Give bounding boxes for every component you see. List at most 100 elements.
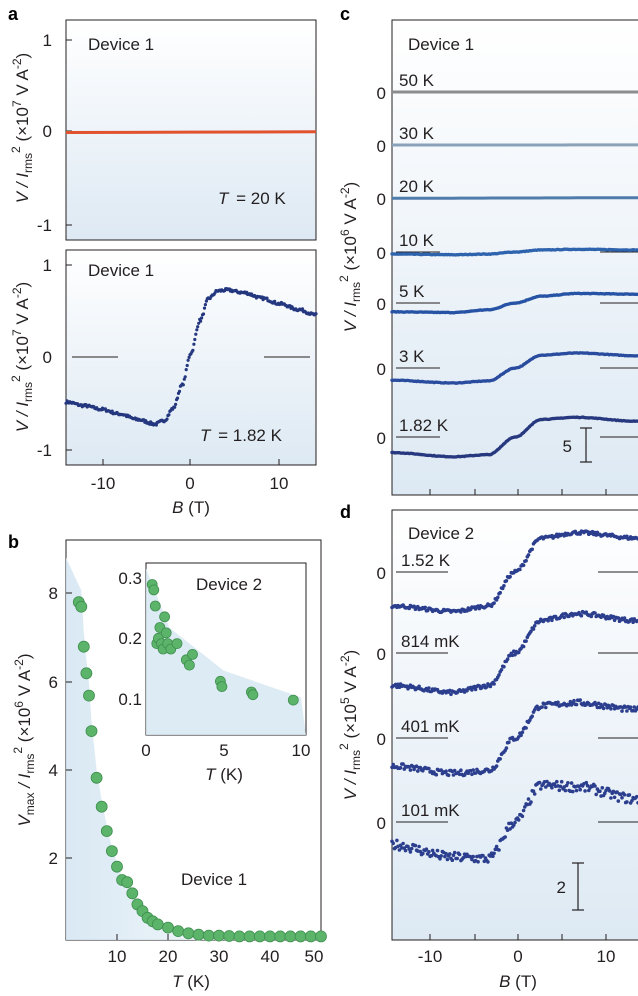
panel-b-inset-xlabel: T (K) [205, 765, 243, 784]
data-point [423, 605, 428, 610]
data-point [531, 627, 536, 631]
data-point-device1 [202, 929, 215, 942]
data-point-device2 [160, 627, 172, 639]
panel-a-bottom-yticks: 1 0 -1 [37, 256, 72, 460]
ytick-b-2: 2 [49, 849, 58, 868]
panel-b-ylabel: Vmax / Irms2 (×106 V A-2) [11, 653, 37, 826]
series-trace [392, 196, 638, 200]
data-point [521, 563, 526, 568]
data-point [452, 850, 457, 855]
data-point [203, 303, 207, 307]
data-point [523, 805, 527, 809]
zero-tick-label: 0 [377, 190, 386, 209]
data-point [628, 705, 633, 709]
data-point [497, 673, 501, 677]
data-point [473, 687, 478, 692]
xtick-b-50: 50 [305, 947, 324, 966]
data-point [593, 611, 597, 615]
data-point [516, 818, 521, 822]
data-point [585, 783, 590, 788]
series-line-20K [65, 130, 317, 134]
data-point [470, 857, 474, 862]
panel-c-label: c [340, 4, 350, 24]
data-point [526, 553, 531, 557]
data-point [562, 615, 566, 620]
data-point-device1 [126, 887, 139, 900]
data-point [537, 780, 542, 785]
data-point [165, 417, 169, 421]
data-point [622, 616, 627, 620]
data-point [531, 789, 536, 793]
data-point [513, 652, 517, 657]
data-point [494, 844, 499, 849]
panel-a-top-device: Device 1 [88, 35, 154, 54]
data-point [498, 590, 503, 595]
data-point-device1 [85, 725, 98, 737]
data-point [430, 848, 435, 853]
data-point [402, 767, 407, 771]
series-label: 10 K [399, 231, 435, 250]
data-point-device1 [121, 876, 134, 889]
data-point [486, 860, 490, 864]
data-point [532, 792, 537, 796]
panel-b-inset-xticks: 0 5 10 [141, 741, 310, 760]
series-label: 401 mK [401, 717, 460, 736]
data-point [416, 604, 420, 609]
data-point [622, 793, 627, 797]
data-point [516, 650, 521, 655]
data-point [492, 851, 496, 856]
data-point-device2 [149, 600, 161, 612]
data-point-device1 [304, 930, 317, 943]
data-point [509, 821, 514, 825]
data-point [535, 704, 539, 709]
zero-tick-label: 0 [377, 730, 386, 749]
data-point [579, 613, 584, 618]
data-point [191, 348, 195, 352]
data-point-device1 [162, 921, 174, 934]
panel-a-bottom-ylabel: V / Irms2 (×107 V A-2) [9, 282, 35, 432]
panel-d-label: d [340, 502, 351, 522]
panel-c-device: Device 1 [408, 35, 474, 54]
data-point [520, 814, 525, 819]
xtick-a-m10: -10 [91, 474, 116, 493]
data-point [492, 682, 496, 686]
data-point [182, 377, 186, 381]
data-point [566, 781, 570, 785]
data-point [612, 795, 617, 800]
data-point-device1 [192, 928, 205, 941]
zero-tick-label: 0 [377, 814, 386, 833]
ytick-bi-03: 0.3 [118, 569, 142, 588]
data-point [574, 788, 579, 793]
data-point-device1 [274, 930, 287, 943]
panel-d-frame [391, 509, 638, 941]
data-point [594, 792, 598, 797]
panel-b-device: Device 1 [181, 870, 247, 889]
panel-a-bottom-device: Device 1 [88, 261, 154, 280]
data-point [609, 707, 613, 711]
data-point [497, 848, 501, 852]
data-point [201, 312, 206, 316]
data-point [555, 779, 559, 784]
data-point [413, 843, 418, 848]
data-point [397, 848, 402, 852]
data-point [540, 705, 544, 709]
data-point [417, 844, 421, 849]
ytick-b-4: 4 [49, 761, 58, 780]
data-point [578, 787, 582, 792]
data-point [173, 405, 177, 409]
ytick-a1-0: 0 [43, 122, 52, 141]
data-point [443, 854, 447, 859]
data-point [477, 606, 482, 611]
data-point-device1 [111, 860, 123, 873]
data-point-device1 [95, 800, 108, 813]
data-point [625, 534, 629, 539]
data-point [154, 423, 158, 427]
zero-tick-label: 0 [377, 564, 386, 583]
data-point [167, 413, 171, 417]
data-point [529, 800, 533, 804]
data-point [412, 767, 416, 772]
panel-c-frame [391, 19, 638, 496]
data-point [421, 851, 425, 856]
data-point-device1 [294, 930, 307, 943]
data-point [427, 766, 431, 771]
